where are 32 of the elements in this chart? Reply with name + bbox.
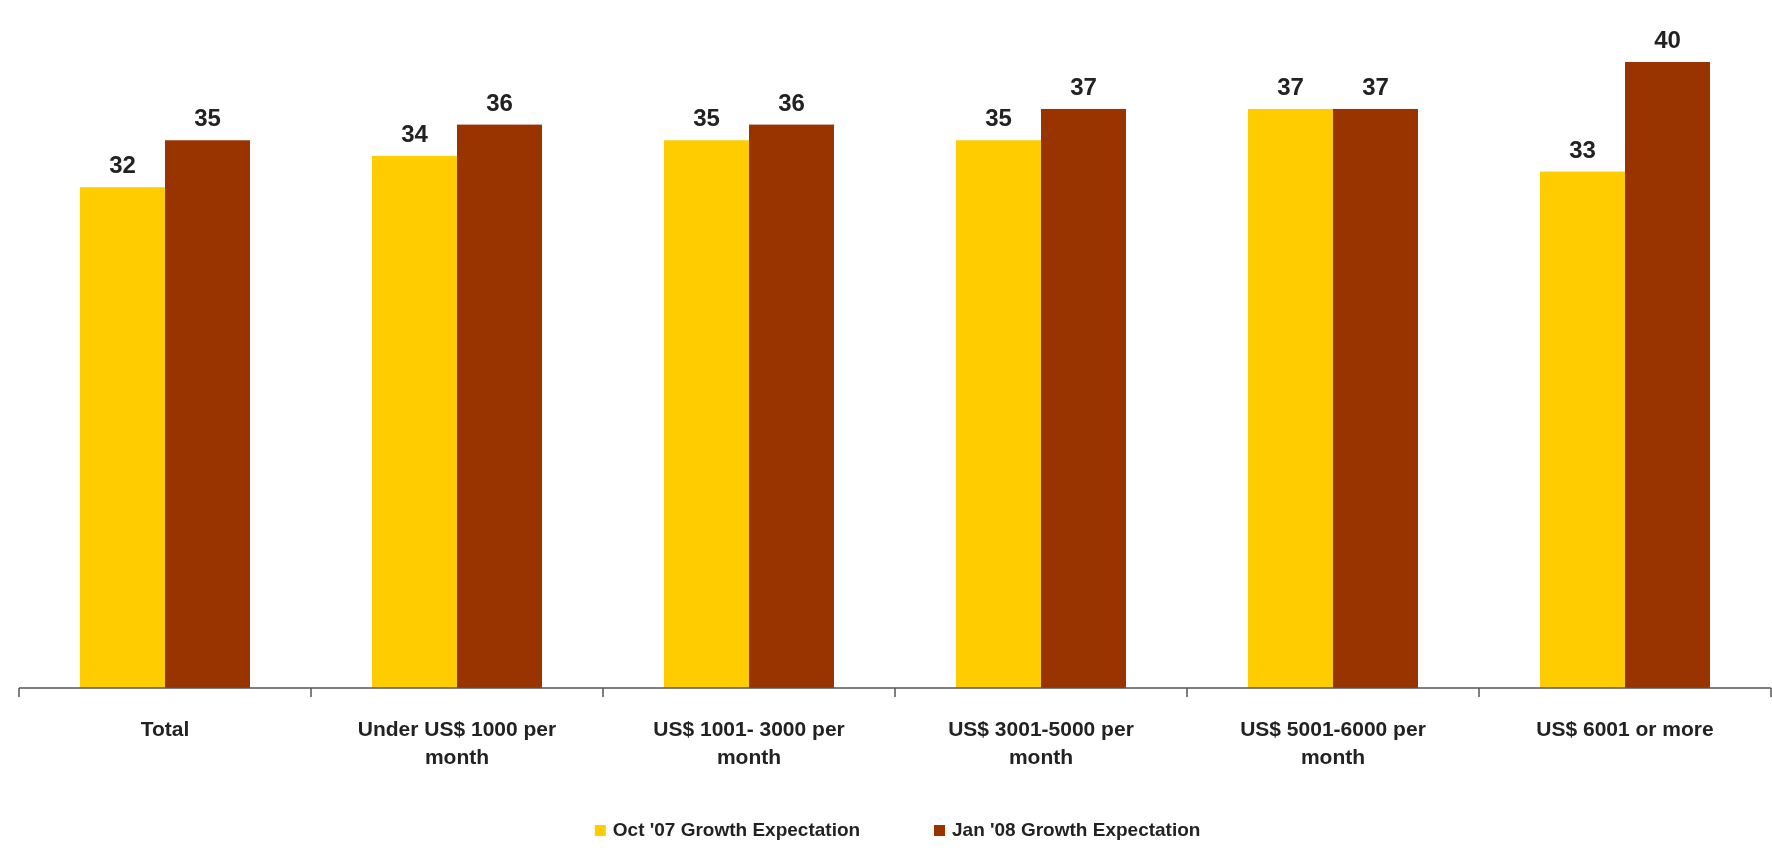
legend-label: Jan '08 Growth Expectation	[952, 819, 1201, 840]
data-label: 40	[1654, 26, 1681, 53]
bar	[372, 155, 457, 688]
x-tick-label: Total	[140, 717, 190, 740]
bar	[1540, 171, 1625, 688]
data-label: 35	[985, 104, 1012, 132]
bar	[1248, 108, 1333, 688]
bar	[80, 187, 165, 688]
bar	[749, 124, 834, 688]
data-label: 36	[778, 88, 805, 116]
data-label: 35	[194, 104, 221, 132]
legend-label: Oct '07 Growth Expectation	[612, 819, 861, 840]
x-tick-label: US$ 6001 or more	[1536, 717, 1714, 740]
data-label: 33	[1569, 135, 1596, 163]
x-tick-label: US$ 3001-5000 per month	[948, 717, 1134, 768]
data-label: 35	[693, 104, 720, 132]
x-tick-label: US$ 5001-6000 per month	[1240, 717, 1426, 768]
bar	[457, 124, 542, 688]
data-label: 37	[1277, 72, 1304, 100]
bar	[956, 140, 1041, 688]
data-label: 32	[109, 151, 136, 179]
data-label: 34	[401, 119, 429, 147]
x-tick-label: US$ 1001- 3000 per month	[653, 717, 845, 768]
bar	[1041, 108, 1126, 688]
data-label: 37	[1362, 72, 1389, 100]
data-label: 36	[486, 88, 513, 116]
bar	[1625, 62, 1710, 688]
bar	[1333, 108, 1418, 688]
bar	[165, 140, 250, 688]
data-label: 37	[1070, 72, 1097, 100]
x-tick-label: Under US$ 1000 per month	[357, 717, 557, 768]
bar	[664, 140, 749, 688]
